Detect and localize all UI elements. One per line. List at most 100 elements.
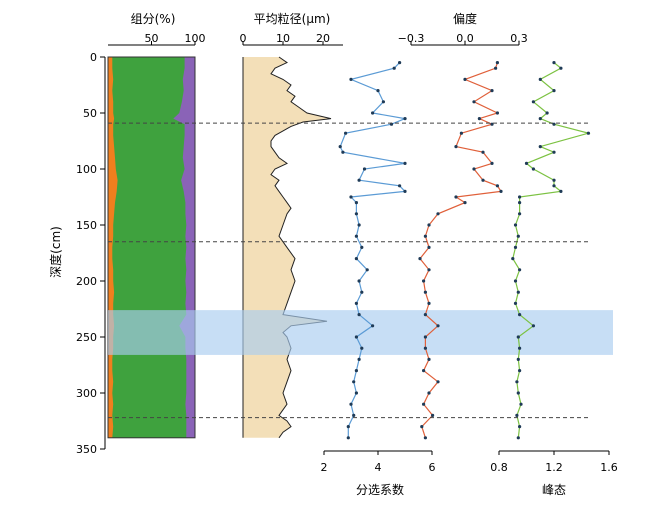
skewness-point	[422, 369, 426, 373]
kurtosis-point	[518, 313, 522, 317]
skewness-point	[454, 195, 458, 199]
kurtosis-point	[518, 268, 522, 272]
skewness-point	[436, 212, 440, 216]
kurtosis-point	[515, 380, 519, 384]
sorting-point	[354, 212, 358, 216]
kurtosis-point	[531, 324, 536, 328]
sorting-title: 分选系数	[356, 482, 404, 497]
sorting-point	[360, 346, 364, 350]
sorting-point	[398, 61, 402, 65]
skewness-point	[427, 268, 431, 272]
skewness-point	[495, 61, 499, 65]
skewness-point	[427, 391, 431, 395]
sorting-point	[338, 145, 342, 149]
sorting-point	[354, 335, 358, 339]
sorting-point	[349, 77, 353, 81]
kurtosis-point	[518, 369, 522, 373]
sorting-point	[357, 357, 361, 361]
skewness-point	[490, 161, 494, 165]
skewness-point	[463, 77, 467, 81]
skewness-tick-label: −0.3	[398, 32, 425, 45]
kurtosis-title: 峰态	[542, 483, 566, 497]
sorting-point	[354, 201, 358, 205]
depth-tick-label: 250	[76, 331, 97, 344]
sorting-point	[349, 195, 353, 199]
kurtosis-point	[518, 346, 522, 350]
kurtosis-point	[559, 66, 563, 70]
sorting-point	[354, 257, 358, 261]
sorting-point	[357, 313, 361, 317]
skewness-point	[423, 234, 427, 238]
skewness-point	[423, 313, 427, 317]
skewness-point	[427, 223, 431, 227]
mean-grain-size-panel	[242, 56, 332, 439]
sorting-tick-label: 4	[375, 461, 382, 474]
kurtosis-point	[515, 413, 519, 417]
kurtosis-point	[538, 77, 542, 81]
kurtosis-point	[516, 391, 520, 395]
skewness-point	[423, 335, 427, 339]
sorting-point	[341, 150, 345, 154]
kurtosis-point	[519, 402, 523, 406]
depth-tick-label: 350	[76, 443, 97, 456]
skewness-point	[495, 184, 499, 188]
skewness-tick-label: 0.3	[510, 32, 528, 45]
sorting-point	[403, 189, 407, 193]
mean-grain-size-line	[270, 56, 332, 439]
sorting-point	[349, 402, 353, 406]
kurtosis-point	[511, 257, 515, 261]
depth-tick-label: 0	[90, 51, 97, 64]
sorting-point	[357, 178, 361, 182]
skewness-point	[436, 380, 440, 384]
kurtosis-point	[518, 201, 522, 205]
sorting-point	[403, 117, 407, 121]
kurtosis-tick-label: 0.8	[490, 461, 508, 474]
sorting-point	[360, 290, 364, 294]
skewness-point	[463, 201, 467, 205]
skewness-point	[459, 131, 463, 135]
skewness-point	[490, 89, 494, 93]
sorting-point	[362, 167, 367, 171]
kurtosis-point	[552, 178, 556, 182]
sorting-tick-label: 6	[429, 461, 436, 474]
skewness-point	[454, 145, 458, 149]
kurtosis-point	[538, 145, 542, 149]
skewness-point	[427, 357, 431, 361]
skewness-point	[423, 346, 427, 350]
y-axis-label: 深度(cm)	[48, 226, 63, 278]
sorting-point	[346, 425, 350, 429]
skewness-point	[436, 324, 440, 328]
sorting-point	[354, 369, 358, 373]
composition-tick-label: 50	[145, 32, 159, 45]
sorting-point	[371, 111, 375, 115]
sorting-point	[376, 89, 380, 93]
skewness-point	[422, 279, 426, 283]
kurtosis-point	[559, 189, 563, 193]
kurtosis-point	[531, 100, 536, 104]
kurtosis-point	[552, 122, 556, 126]
skewness-point	[427, 301, 431, 305]
kurtosis-tick-label: 1.6	[600, 461, 618, 474]
skewness-point	[422, 402, 426, 406]
skewness-point	[423, 290, 427, 294]
skewness-tick-label: 0.0	[456, 32, 474, 45]
kurtosis-point	[552, 61, 556, 65]
kurtosis-point	[513, 279, 518, 283]
sorting-point	[392, 66, 396, 70]
sorting-point	[357, 279, 361, 283]
kurtosis-point	[518, 212, 522, 216]
skewness-point	[423, 436, 427, 440]
sorting-point	[365, 268, 369, 272]
skewness-point	[418, 257, 422, 261]
composition-panel	[107, 56, 196, 439]
skewness-point	[431, 413, 435, 417]
composition-title: 组分(%)	[131, 12, 176, 26]
sorting-point	[354, 301, 358, 305]
skewness-point	[494, 66, 498, 70]
sorting-point	[357, 223, 361, 227]
skewness-point	[477, 117, 481, 121]
kurtosis-point	[513, 223, 518, 227]
skewness-point	[427, 245, 431, 249]
kurtosis-point	[538, 117, 542, 121]
